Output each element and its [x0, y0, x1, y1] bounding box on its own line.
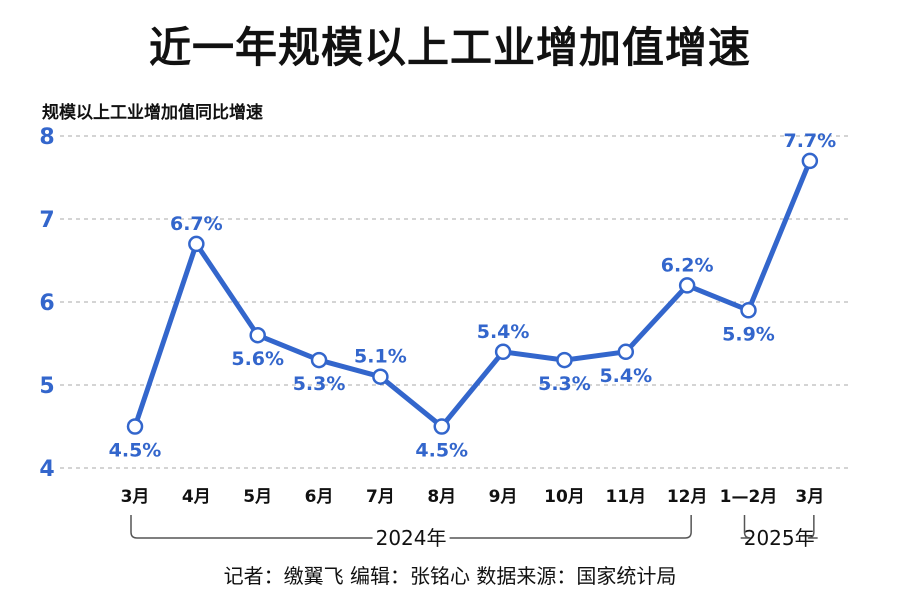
y-tick-label: 8: [39, 125, 54, 150]
data-label: 5.9%: [722, 323, 775, 345]
x-tick-label: 12月: [667, 487, 708, 507]
data-point: [126, 418, 144, 435]
series-line: [132, 158, 813, 429]
data-point: [801, 152, 819, 170]
y-tick-label: 7: [39, 208, 54, 233]
data-point: [740, 302, 757, 319]
x-tick-label: 11月: [605, 487, 646, 507]
y-tick-label: 4: [39, 457, 54, 482]
x-tick-label: 8月: [427, 487, 456, 507]
y-tick-label: 5: [39, 374, 54, 399]
credits-line: 记者：缴翼飞 编辑：张铭心 数据来源：国家统计局: [223, 564, 677, 588]
data-label: 5.3%: [538, 373, 591, 395]
data-point: [617, 343, 635, 361]
x-tick-label: 6月: [305, 487, 334, 507]
data-point: [310, 351, 328, 369]
data-label: 5.4%: [477, 321, 530, 343]
year-bracket: [130, 515, 692, 539]
x-tick-label: 5月: [243, 487, 272, 507]
year-label: 2025年: [744, 526, 815, 550]
data-label: 4.5%: [415, 440, 468, 462]
data-label: 4.5%: [109, 440, 162, 462]
x-tick-label: 7月: [366, 487, 395, 507]
data-point: [433, 418, 450, 435]
chart-subtitle: 规模以上工业增加值同比增速: [42, 103, 263, 123]
data-point: [678, 277, 696, 294]
data-label: 5.1%: [354, 346, 407, 368]
data-point: [372, 368, 389, 385]
year-bracket: [740, 515, 818, 539]
x-tick-label: 3月: [795, 487, 824, 507]
x-tick-label: 3月: [121, 487, 150, 507]
data-point: [188, 235, 205, 253]
chart-title: 近一年规模以上工业增加值增速: [148, 23, 751, 72]
data-point: [494, 343, 512, 361]
x-tick-label: 4月: [182, 487, 211, 507]
data-label: 7.7%: [783, 130, 836, 152]
y-tick-label: 6: [39, 291, 54, 316]
data-point: [556, 351, 573, 369]
x-tick-label: 1—2月: [720, 487, 778, 507]
data-label: 5.4%: [599, 365, 652, 387]
year-label: 2024年: [376, 526, 447, 550]
x-tick-label: 9月: [489, 487, 518, 507]
data-label: 5.6%: [231, 348, 284, 370]
data-label: 6.7%: [170, 213, 223, 235]
x-tick-label: 10月: [544, 487, 585, 507]
data-point: [249, 326, 266, 344]
data-label: 5.3%: [293, 373, 346, 395]
data-label: 6.2%: [661, 254, 714, 276]
